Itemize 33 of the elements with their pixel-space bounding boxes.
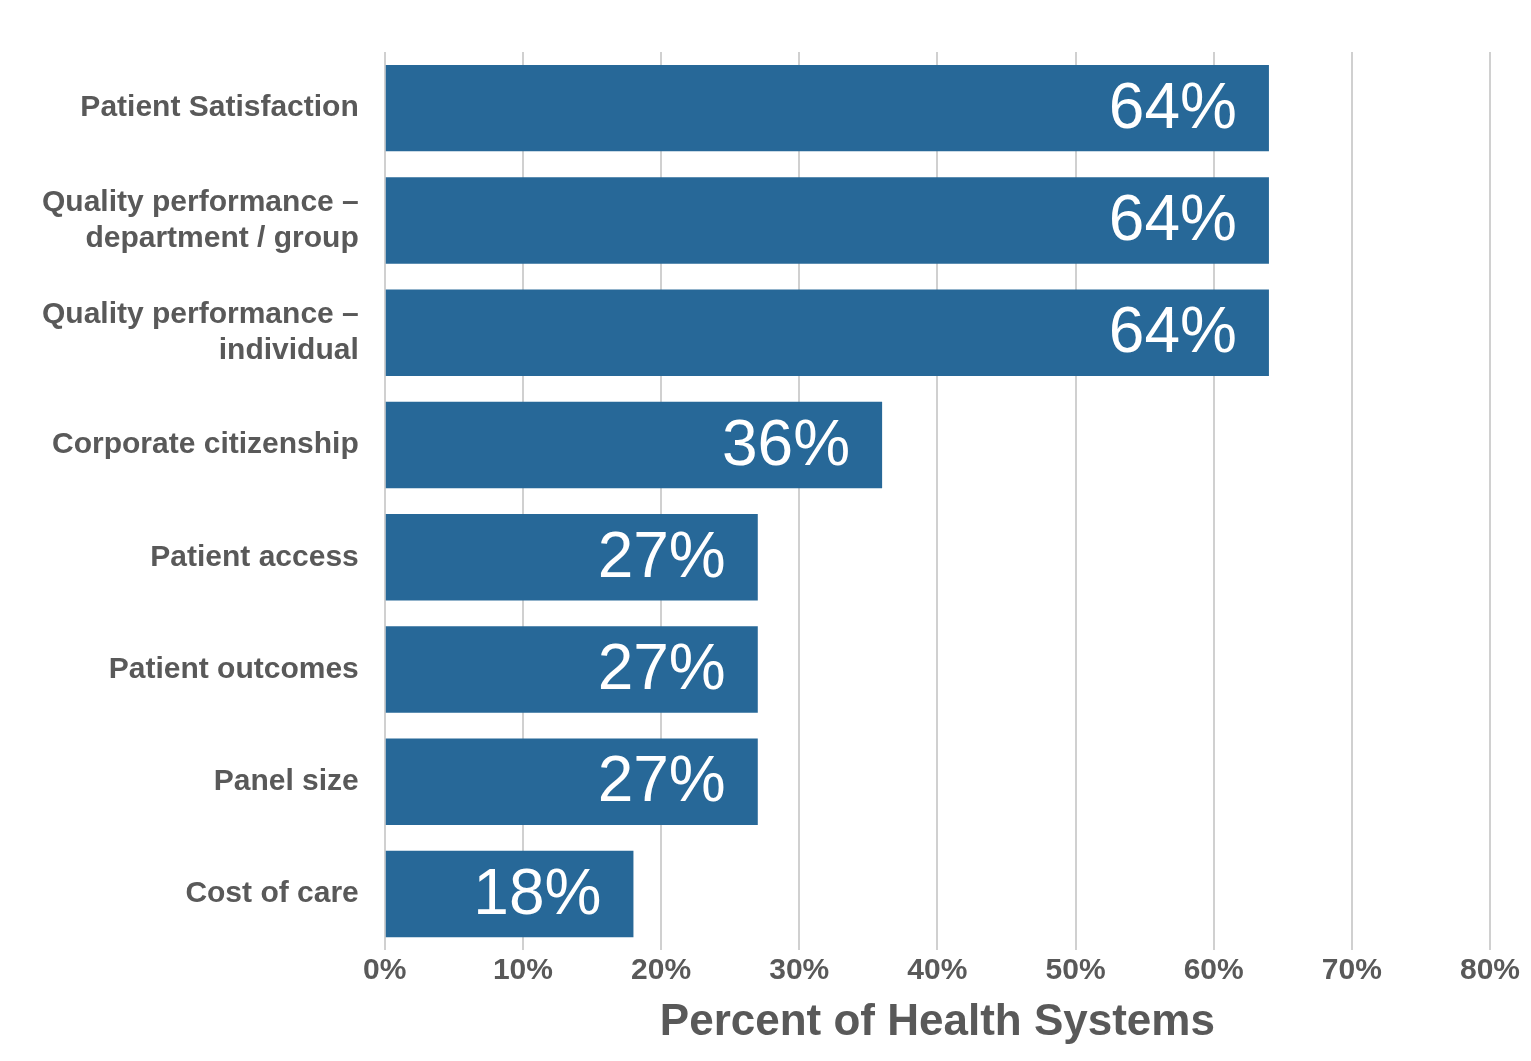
bar [385,289,1269,376]
x-tick-label: 40% [907,952,968,986]
bar [385,514,758,601]
x-tick-label: 10% [492,952,553,986]
bar [385,177,1269,264]
bar [385,401,883,489]
bar [385,626,758,713]
x-tick-label: 50% [1045,952,1106,986]
bar [385,738,758,826]
y-tick-label: Patient outcomes [108,650,359,684]
x-tick-label: 20% [631,952,692,986]
y-tick-label: Panel size [213,763,359,797]
y-tick-label: Corporate citizenship [52,426,359,460]
data-label: 27% [597,631,726,704]
data-label: 64% [1108,294,1237,367]
data-label: 18% [473,855,602,928]
y-tick-label: Patient access [150,538,359,572]
x-tick-label: 0% [363,952,407,986]
x-axis-title: Percent of Health Systems [659,994,1215,1044]
x-tick-label: 30% [769,952,830,986]
x-tick-label: 80% [1459,952,1520,986]
data-label: 27% [597,743,726,816]
data-label: 64% [1108,182,1237,255]
y-tick-label: Cost of care [185,875,359,909]
y-tick-label: Quality performance – individual [41,295,359,365]
data-label: 27% [597,518,726,591]
data-label: 64% [1108,69,1237,142]
bar [385,64,1269,152]
x-tick-label: 60% [1183,952,1244,986]
data-label: 36% [722,406,851,479]
y-tick-label: Patient Satisfaction [80,89,359,123]
x-tick-label: 70% [1321,952,1382,986]
y-tick-label: Quality performance – department / group [41,183,359,253]
